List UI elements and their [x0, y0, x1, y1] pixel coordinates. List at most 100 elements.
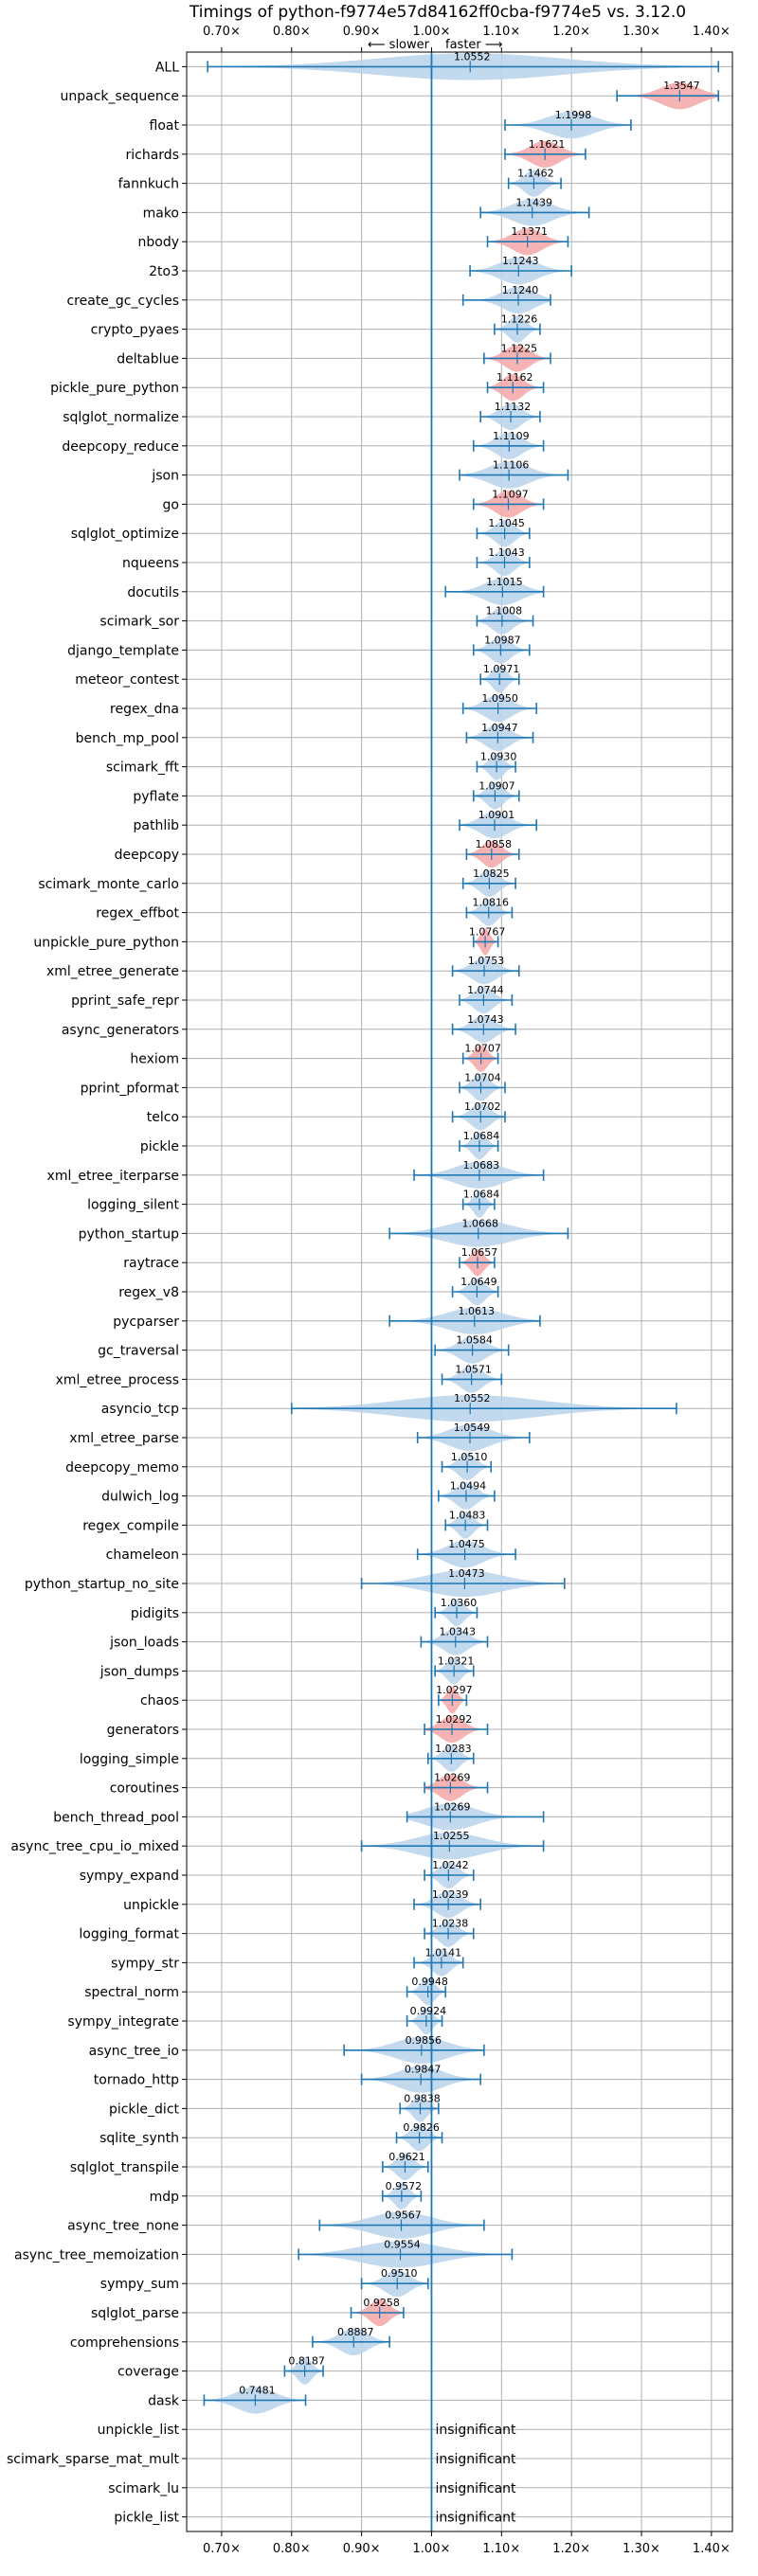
mean-value-label: 1.1109 [493, 430, 530, 442]
benchmark-label: django_template [67, 643, 179, 658]
benchmark-label: tornado_http [94, 2073, 179, 2088]
benchmark-label: pidigits [131, 1606, 179, 1621]
benchmark-label: gc_traversal [98, 1344, 179, 1359]
benchmark-label: sqlglot_parse [91, 2306, 179, 2321]
benchmark-label: comprehensions [70, 2335, 179, 2351]
benchmark-label: xml_etree_generate [46, 964, 179, 979]
x-tick-label-top: 1.00× [413, 25, 451, 39]
benchmark-label: unpickle_pure_python [33, 935, 179, 950]
benchmark-label: scimark_sor [99, 615, 179, 630]
benchmark-label: deltablue [117, 351, 179, 367]
mean-value-label: 1.0657 [461, 1246, 498, 1259]
benchmark-label: async_tree_none [67, 2219, 179, 2234]
mean-value-label: 0.8187 [288, 2355, 325, 2368]
benchmark-label: regex_v8 [118, 1285, 179, 1300]
mean-value-label: 1.0238 [432, 1918, 469, 1930]
mean-value-label: 1.1371 [511, 225, 548, 238]
benchmark-label: chameleon [106, 1547, 179, 1563]
benchmark-label: deepcopy [115, 848, 179, 863]
x-tick-label-top: 1.40× [693, 25, 731, 39]
benchmark-label: sympy_integrate [67, 2014, 179, 2030]
insignificant-label: insignificant [435, 2452, 516, 2467]
mean-value-label: 1.0283 [435, 1743, 472, 1755]
benchmark-label: chaos [140, 1693, 179, 1708]
mean-value-label: 1.0901 [478, 809, 515, 821]
benchmark-label: sympy_str [111, 1956, 179, 1971]
benchmark-label: python_startup [79, 1226, 179, 1242]
mean-value-label: 1.1043 [488, 546, 525, 559]
mean-value-label: 0.9924 [410, 2005, 447, 2017]
insignificant-label: insignificant [435, 2481, 516, 2496]
benchmark-label: xml_etree_parse [69, 1431, 179, 1446]
benchmark-label: deepcopy_memo [65, 1460, 179, 1476]
benchmark-label: asyncio_tcp [101, 1402, 179, 1417]
benchmark-label: logging_simple [80, 1752, 179, 1767]
label-layer: 0.70× 0.70× 0.80× 0.80× 0.90× 0.90× 1.00× 1.00×… [7, 25, 731, 2556]
benchmark-label: async_tree_cpu_io_mixed [10, 1839, 179, 1854]
benchmark-label: async_tree_memoization [14, 2247, 179, 2263]
benchmark-label: logging_silent [87, 1198, 179, 1213]
benchmark-label: sqlglot_transpile [70, 2160, 179, 2175]
mean-value-label: 1.0930 [480, 751, 517, 763]
benchmark-label: regex_dna [110, 702, 179, 717]
x-tick-label-top: 0.90× [343, 25, 381, 39]
benchmark-label: pprint_safe_repr [71, 993, 179, 1009]
benchmark-label: json_loads [109, 1636, 179, 1651]
mean-value-label: 1.1462 [517, 168, 554, 180]
mean-value-label: 1.0753 [468, 955, 505, 967]
mean-value-label: 1.0702 [464, 1100, 501, 1113]
mean-value-label: 1.0858 [476, 838, 513, 850]
benchmark-label: crypto_pyaes [91, 323, 179, 338]
mean-value-label: 1.0239 [432, 1888, 469, 1901]
insignificant-label: insignificant [435, 2423, 516, 2438]
benchmark-label: sympy_expand [80, 1869, 179, 1884]
mean-value-label: 1.1045 [488, 517, 525, 529]
x-tick-label-top: 0.70× [203, 25, 241, 39]
benchmark-label: sqlglot_optimize [71, 527, 179, 542]
benchmark-label: coroutines [110, 1781, 179, 1797]
benchmark-label: xml_etree_process [56, 1372, 179, 1387]
benchmark-label: 2to3 [149, 264, 179, 279]
mean-value-label: 1.0242 [432, 1859, 469, 1871]
mean-value-label: 0.9948 [411, 1976, 448, 1988]
faster-direction-label: faster ⟶ [445, 38, 503, 52]
benchmark-label: bench_mp_pool [76, 731, 179, 746]
mean-value-label: 1.0704 [464, 1071, 501, 1083]
x-tick-label-bottom: 1.40× [693, 2542, 731, 2556]
mean-value-label: 1.0483 [449, 1509, 486, 1521]
mean-value-label: 1.0584 [456, 1334, 493, 1347]
benchmark-label: sqlite_synth [99, 2131, 179, 2146]
mean-value-label: 0.9621 [388, 2151, 425, 2163]
benchmark-label: xml_etree_iterparse [47, 1169, 179, 1184]
mean-value-label: 1.0549 [454, 1422, 491, 1434]
slower-direction-label: ⟵ slower [368, 38, 430, 52]
mean-value-label: 1.0907 [478, 779, 515, 792]
benchmark-label: sympy_sum [100, 2277, 179, 2292]
mean-value-label: 1.0649 [460, 1276, 497, 1288]
mean-value-label: 1.3547 [663, 80, 700, 92]
benchmark-label: spectral_norm [84, 1985, 179, 2000]
chart-title: Timings of python-f9774e57d84162ff0cba-f… [189, 3, 686, 22]
mean-value-label: 1.1998 [555, 109, 592, 121]
benchmark-label: mdp [150, 2190, 180, 2205]
x-tick-label-bottom: 1.20× [552, 2542, 590, 2556]
mean-value-label: 1.1008 [486, 605, 523, 617]
mean-value-label: 1.0343 [440, 1626, 477, 1638]
mean-value-label: 1.0825 [473, 868, 510, 880]
mean-value-label: 1.0613 [458, 1305, 495, 1317]
benchmark-label: docutils [127, 585, 179, 600]
mean-value-label: 1.0950 [481, 692, 518, 705]
benchmark-label: float [150, 118, 180, 134]
benchmark-label: dask [148, 2393, 180, 2408]
benchmark-label: coverage [117, 2365, 179, 2380]
mean-value-label: 1.0668 [462, 1217, 499, 1229]
benchmark-label: regex_compile [82, 1518, 179, 1533]
benchmark-label: dulwich_log [101, 1490, 179, 1505]
mean-value-label: 1.0987 [484, 634, 521, 646]
mean-value-label: 1.1225 [501, 342, 538, 354]
benchmark-label: bench_thread_pool [53, 1810, 179, 1825]
mean-value-label: 1.1226 [501, 313, 538, 326]
mean-value-label: 1.0971 [483, 663, 520, 675]
mean-value-label: 1.0571 [455, 1363, 492, 1375]
